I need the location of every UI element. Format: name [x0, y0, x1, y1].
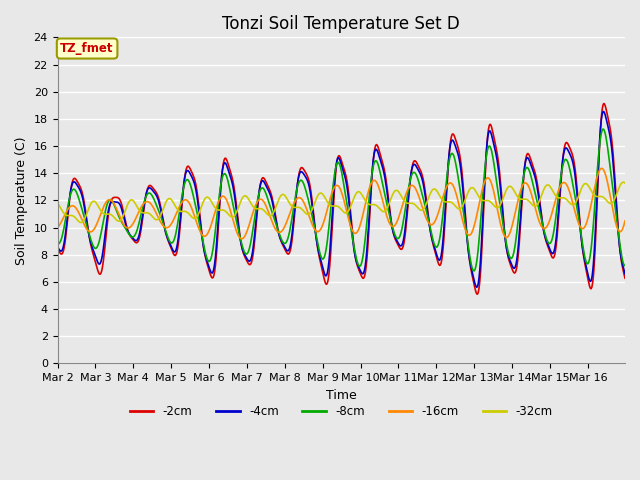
- -2cm: [210, 273, 218, 278]
- -16cm: [122, 225, 130, 230]
- -4cm: [473, 284, 481, 290]
- -32cm: [77, 220, 85, 226]
- -8cm: [621, 263, 629, 269]
- -32cm: [123, 203, 131, 209]
- -2cm: [64, 215, 72, 220]
- -8cm: [599, 126, 607, 132]
- -32cm: [620, 180, 627, 185]
- -32cm: [180, 208, 188, 214]
- -16cm: [598, 166, 605, 171]
- -32cm: [64, 213, 72, 218]
- -16cm: [180, 197, 188, 203]
- -4cm: [600, 108, 607, 114]
- -4cm: [210, 266, 218, 272]
- Y-axis label: Soil Temperature (C): Soil Temperature (C): [15, 136, 28, 264]
- Line: -32cm: -32cm: [58, 182, 625, 223]
- -2cm: [54, 245, 61, 251]
- -8cm: [122, 227, 130, 233]
- -32cm: [54, 201, 61, 206]
- -4cm: [410, 161, 418, 167]
- -8cm: [410, 169, 418, 175]
- -2cm: [474, 291, 481, 297]
- -4cm: [180, 181, 188, 187]
- -32cm: [412, 202, 419, 208]
- -8cm: [470, 268, 477, 274]
- -2cm: [122, 222, 130, 228]
- -2cm: [427, 231, 435, 237]
- -2cm: [621, 276, 629, 281]
- Legend: -2cm, -4cm, -8cm, -16cm, -32cm: -2cm, -4cm, -8cm, -16cm, -32cm: [125, 400, 557, 423]
- -8cm: [427, 228, 435, 234]
- -16cm: [237, 236, 245, 242]
- -8cm: [210, 240, 218, 246]
- -16cm: [621, 218, 629, 224]
- -32cm: [211, 204, 218, 210]
- -8cm: [64, 204, 72, 210]
- Line: -8cm: -8cm: [58, 129, 625, 271]
- -16cm: [64, 206, 72, 212]
- -8cm: [54, 240, 61, 246]
- -4cm: [122, 224, 130, 229]
- -4cm: [64, 210, 72, 216]
- Title: Tonzi Soil Temperature Set D: Tonzi Soil Temperature Set D: [222, 15, 460, 33]
- -2cm: [410, 158, 418, 164]
- -4cm: [621, 271, 629, 276]
- -16cm: [412, 185, 419, 191]
- -4cm: [427, 231, 435, 237]
- -2cm: [600, 101, 607, 107]
- -32cm: [428, 188, 435, 194]
- Line: -16cm: -16cm: [58, 168, 625, 239]
- -8cm: [180, 184, 188, 190]
- X-axis label: Time: Time: [326, 389, 356, 402]
- Line: -4cm: -4cm: [58, 111, 625, 287]
- -2cm: [180, 182, 188, 188]
- -16cm: [210, 214, 218, 219]
- -16cm: [428, 222, 435, 228]
- -32cm: [621, 180, 629, 186]
- Line: -2cm: -2cm: [58, 104, 625, 294]
- -16cm: [54, 225, 61, 231]
- -4cm: [54, 243, 61, 249]
- Text: TZ_fmet: TZ_fmet: [60, 42, 114, 55]
